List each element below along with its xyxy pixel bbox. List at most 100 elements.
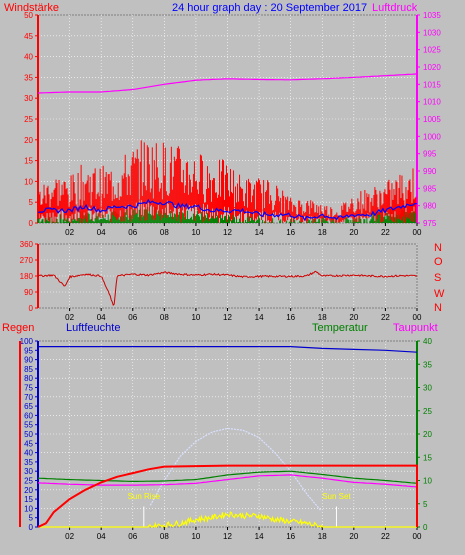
x-tick-label: 18 bbox=[318, 228, 327, 237]
x-tick-label: 00 bbox=[413, 532, 422, 541]
left-tick-label: 90 bbox=[24, 288, 33, 297]
left-tick-label: 40 bbox=[24, 53, 33, 62]
right-tick-label: 1020 bbox=[423, 63, 441, 72]
x-tick-label: 22 bbox=[381, 532, 390, 541]
left-tick-label: 95 bbox=[24, 346, 33, 355]
compass-label: N bbox=[434, 242, 442, 254]
left-tick-label: 55 bbox=[24, 421, 33, 430]
header: Windstärke 24 hour graph day : 20 Septem… bbox=[4, 2, 418, 14]
x-tick-label: 12 bbox=[223, 228, 232, 237]
x-tick-label: 20 bbox=[349, 532, 358, 541]
left-tick-label: 10 bbox=[24, 504, 33, 513]
compass-label: N bbox=[434, 302, 442, 314]
x-tick-label: 18 bbox=[318, 532, 327, 541]
left-tick-label: 0 bbox=[29, 304, 34, 313]
x-tick-label: 06 bbox=[128, 228, 137, 237]
right-tick-label: 15 bbox=[423, 453, 432, 462]
x-tick-label: 10 bbox=[191, 228, 200, 237]
right-tick-label: 40 bbox=[423, 337, 432, 346]
right-tick-label: 25 bbox=[423, 407, 432, 416]
left-tick-label: 45 bbox=[24, 439, 33, 448]
wind-direction-line bbox=[37, 270, 418, 307]
right-tick-label: 0 bbox=[423, 523, 428, 532]
daylight-curve bbox=[149, 427, 322, 511]
left-tick-label: 40 bbox=[24, 449, 33, 458]
x-tick-label: 16 bbox=[286, 228, 295, 237]
right-tick-label: 1035 bbox=[423, 11, 441, 20]
wind-gust-series bbox=[37, 140, 417, 223]
left-tick-label: 85 bbox=[24, 365, 33, 374]
humidity-label: Luftfeuchte bbox=[66, 322, 120, 334]
x-tick-label: 06 bbox=[128, 313, 137, 322]
x-tick-label: 14 bbox=[255, 313, 264, 322]
left-tick-label: 50 bbox=[24, 11, 33, 20]
x-tick-label: 02 bbox=[65, 313, 74, 322]
x-tick-label: 08 bbox=[160, 228, 169, 237]
wind-average-line bbox=[37, 198, 417, 222]
left-tick-label: 30 bbox=[24, 94, 33, 103]
left-tick-label: 20 bbox=[24, 486, 33, 495]
humidity-line bbox=[38, 346, 418, 353]
x-tick-label: 22 bbox=[381, 313, 390, 322]
left-tick-label: 25 bbox=[24, 477, 33, 486]
x-tick-label: 16 bbox=[286, 532, 295, 541]
compass-label: O bbox=[434, 256, 443, 268]
right-tick-label: 980 bbox=[423, 202, 437, 211]
compass-label: S bbox=[434, 272, 441, 284]
left-tick-label: 70 bbox=[24, 393, 33, 402]
x-tick-label: 22 bbox=[381, 228, 390, 237]
left-tick-label: 5 bbox=[29, 198, 34, 207]
left-tick-label: 65 bbox=[24, 402, 33, 411]
right-tick-label: 1030 bbox=[423, 28, 441, 37]
x-tick-label: 04 bbox=[97, 228, 106, 237]
temperature-label: Temperatur bbox=[312, 322, 368, 334]
right-tick-label: 10 bbox=[423, 477, 432, 486]
x-tick-label: 10 bbox=[191, 313, 200, 322]
x-tick-label: 14 bbox=[255, 228, 264, 237]
right-tick-label: 975 bbox=[423, 219, 437, 228]
right-tick-label: 35 bbox=[423, 360, 432, 369]
left-tick-label: 5 bbox=[29, 514, 34, 523]
left-tick-label: 80 bbox=[24, 374, 33, 383]
x-tick-label: 04 bbox=[97, 532, 106, 541]
x-tick-label: 20 bbox=[349, 228, 358, 237]
x-tick-label: 04 bbox=[97, 313, 106, 322]
right-tick-label: 1025 bbox=[423, 46, 441, 55]
left-tick-label: 25 bbox=[24, 115, 33, 124]
x-tick-label: 02 bbox=[65, 228, 74, 237]
right-tick-label: 1000 bbox=[423, 132, 441, 141]
right-tick-label: 990 bbox=[423, 167, 437, 176]
x-tick-label: 08 bbox=[160, 313, 169, 322]
left-tick-label: 0 bbox=[29, 219, 34, 228]
left-tick-label: 30 bbox=[24, 467, 33, 476]
left-tick-label: 15 bbox=[24, 495, 33, 504]
dewpoint-line bbox=[37, 474, 418, 488]
temperature-line bbox=[37, 470, 418, 484]
left-tick-label: 20 bbox=[24, 136, 33, 145]
right-tick-label: 1015 bbox=[423, 80, 441, 89]
x-tick-label: 06 bbox=[128, 532, 137, 541]
air-pressure-line bbox=[37, 73, 418, 94]
sunrise-label: Sun Rise bbox=[128, 492, 161, 501]
air-pressure-label: Luftdruck bbox=[372, 2, 418, 14]
rain-humidity-temperature-panel: Regen Luftfeuchte Temperatur Taupunkt051015… bbox=[2, 322, 438, 541]
x-tick-label: 12 bbox=[223, 313, 232, 322]
x-tick-label: 00 bbox=[413, 313, 422, 322]
left-tick-label: 10 bbox=[24, 177, 33, 186]
x-tick-label: 02 bbox=[65, 532, 74, 541]
right-tick-label: 1005 bbox=[423, 115, 441, 124]
left-tick-label: 50 bbox=[24, 430, 33, 439]
left-tick-label: 45 bbox=[24, 32, 33, 41]
dewpoint-label: Taupunkt bbox=[393, 322, 438, 334]
left-tick-label: 270 bbox=[20, 256, 34, 265]
x-tick-label: 14 bbox=[255, 532, 264, 541]
solar-line bbox=[38, 511, 417, 529]
wind-strength-label: Windstärke bbox=[4, 2, 59, 14]
left-tick-label: 15 bbox=[24, 157, 33, 166]
rain-label: Regen bbox=[2, 322, 34, 334]
x-tick-label: 08 bbox=[160, 532, 169, 541]
left-tick-label: 180 bbox=[20, 272, 34, 281]
x-tick-label: 00 bbox=[413, 228, 422, 237]
